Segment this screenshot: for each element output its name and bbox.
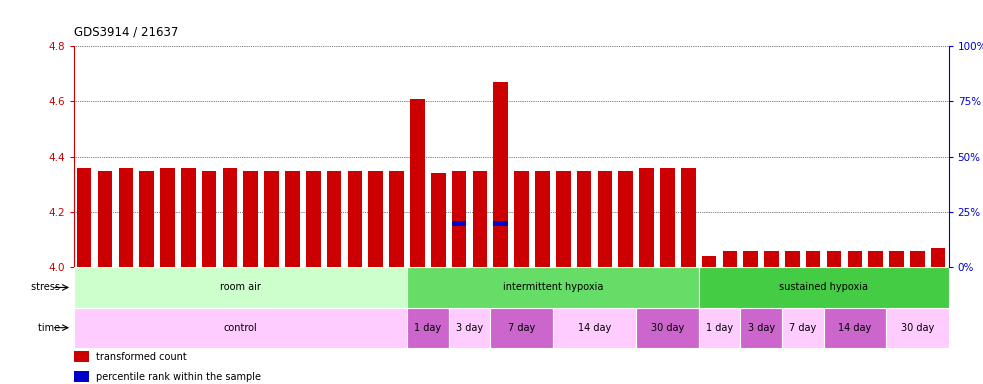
Text: stress: stress (31, 283, 63, 293)
Text: room air: room air (220, 283, 260, 293)
Bar (743, 251, 758, 267)
Bar (699, 267, 949, 308)
Text: 14 day: 14 day (838, 323, 872, 333)
Bar (764, 251, 779, 267)
Bar (244, 170, 259, 267)
Bar (806, 251, 821, 267)
Bar (535, 170, 549, 267)
Bar (452, 170, 466, 267)
Bar (140, 170, 154, 267)
Bar (119, 168, 133, 267)
Bar (910, 251, 925, 267)
Bar (740, 308, 781, 348)
Text: intermittent hypoxia: intermittent hypoxia (502, 283, 603, 293)
Bar (202, 170, 216, 267)
Bar (824, 308, 886, 348)
Bar (699, 308, 740, 348)
Bar (74, 308, 407, 348)
Bar (407, 308, 448, 348)
Bar (556, 170, 570, 267)
Bar (702, 256, 717, 267)
Bar (493, 220, 508, 225)
Bar (598, 170, 612, 267)
Bar (868, 251, 883, 267)
Bar (407, 267, 699, 308)
Text: GDS3914 / 21637: GDS3914 / 21637 (74, 25, 178, 38)
Bar (931, 248, 946, 267)
Bar (389, 170, 404, 267)
Bar (639, 168, 654, 267)
Bar (369, 170, 383, 267)
Bar (410, 99, 425, 267)
Bar (781, 308, 824, 348)
Bar (473, 170, 488, 267)
Text: time: time (38, 323, 63, 333)
Bar (74, 351, 89, 362)
Bar (74, 371, 89, 382)
Bar (552, 308, 636, 348)
Bar (491, 308, 552, 348)
Text: 14 day: 14 day (578, 323, 611, 333)
Bar (77, 168, 91, 267)
Bar (448, 308, 491, 348)
Bar (326, 170, 341, 267)
Text: sustained hypoxia: sustained hypoxia (780, 283, 868, 293)
Text: percentile rank within the sample: percentile rank within the sample (95, 372, 260, 382)
Text: 30 day: 30 day (900, 323, 934, 333)
Bar (97, 170, 112, 267)
Bar (618, 170, 633, 267)
Text: 7 day: 7 day (508, 323, 535, 333)
Bar (285, 170, 300, 267)
Text: 7 day: 7 day (789, 323, 817, 333)
Bar (577, 170, 592, 267)
Bar (886, 308, 949, 348)
Bar (306, 170, 320, 267)
Bar (431, 173, 445, 267)
Bar (264, 170, 279, 267)
Bar (681, 168, 696, 267)
Bar (181, 168, 196, 267)
Text: control: control (223, 323, 258, 333)
Text: transformed count: transformed count (95, 352, 187, 362)
Bar (636, 308, 699, 348)
Bar (452, 220, 466, 225)
Bar (223, 168, 237, 267)
Bar (661, 168, 674, 267)
Text: 1 day: 1 day (414, 323, 441, 333)
Text: 3 day: 3 day (456, 323, 483, 333)
Bar (723, 251, 737, 267)
Bar (827, 251, 841, 267)
Bar (493, 82, 508, 267)
Bar (847, 251, 862, 267)
Bar (785, 251, 799, 267)
Bar (890, 251, 903, 267)
Text: 30 day: 30 day (651, 323, 684, 333)
Bar (160, 168, 175, 267)
Bar (514, 170, 529, 267)
Bar (74, 267, 407, 308)
Text: 1 day: 1 day (706, 323, 733, 333)
Bar (348, 170, 362, 267)
Text: 3 day: 3 day (747, 323, 775, 333)
